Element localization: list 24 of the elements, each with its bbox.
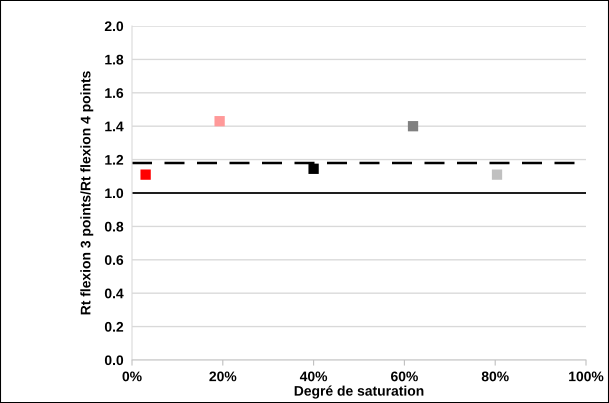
point — [214, 116, 225, 126]
y-tick-label: 0.4 — [104, 288, 124, 298]
y-tick-label: 1.2 — [105, 154, 124, 165]
y-tick-label: 1.6 — [105, 88, 124, 98]
point — [492, 169, 502, 180]
x-axis-title: Degré de saturation — [294, 385, 424, 399]
y-tick-label: 1.4 — [105, 122, 124, 132]
point — [140, 169, 151, 180]
x-tick-label: 60% — [391, 371, 418, 382]
y-tick-label: 0.2 — [104, 322, 124, 332]
x-tick-label: 100% — [569, 371, 604, 382]
point — [408, 121, 418, 132]
point — [308, 164, 319, 174]
x-tick-label: 40% — [300, 371, 328, 382]
y-tick-label: 1.0 — [105, 188, 124, 198]
y-tick-label: 0.8 — [104, 222, 124, 232]
y-tick-label: 0.0 — [104, 355, 124, 366]
y-tick-label: 2.0 — [104, 21, 124, 32]
x-tick-label: 80% — [482, 371, 509, 382]
y-tick-label: 0.6 — [104, 255, 124, 265]
y-tick-label: 1.8 — [105, 54, 124, 65]
x-tick-label: 0% — [122, 371, 142, 382]
x-tick-label: 20% — [209, 371, 236, 382]
y-axis-title: Rt flexion 3 points/Rt flexion 4 points — [80, 71, 94, 314]
